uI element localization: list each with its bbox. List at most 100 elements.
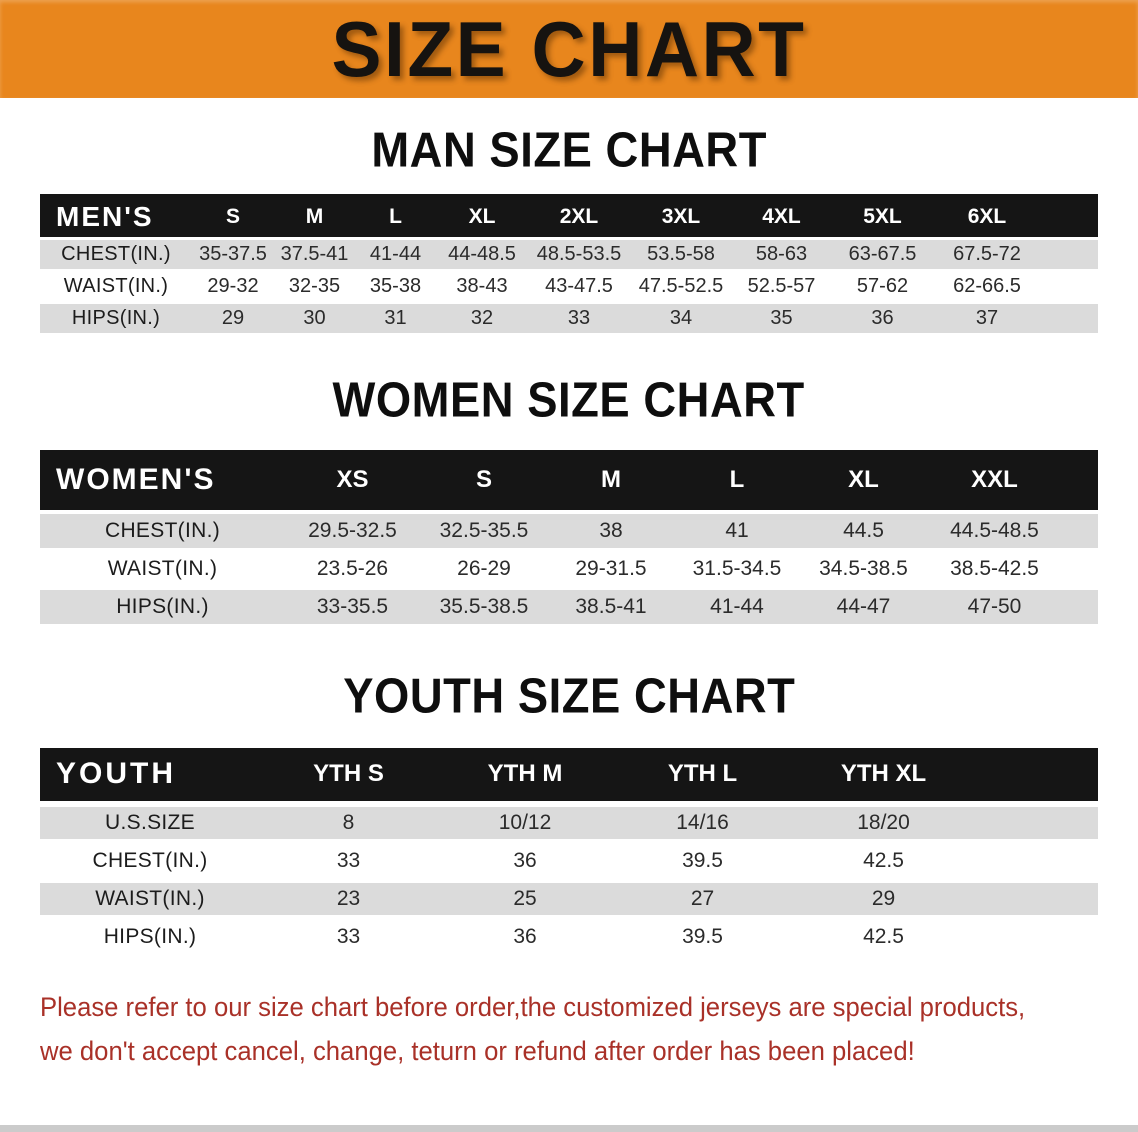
table-row: WAIST(IN.) 23 25 27 29 xyxy=(40,879,1098,921)
filler-cell xyxy=(1062,449,1098,514)
value-cell: 41-44 xyxy=(355,238,436,272)
value-cell: 35-38 xyxy=(355,270,436,304)
value-cell: 30 xyxy=(274,302,355,336)
men-col-header: 6XL xyxy=(934,195,1040,240)
filler-cell xyxy=(1040,238,1098,272)
row-label: CHEST(IN.) xyxy=(40,841,260,883)
youth-col-header: YTH XL xyxy=(792,747,975,807)
row-label: HIPS(IN.) xyxy=(40,302,192,336)
value-cell: 33 xyxy=(260,841,437,883)
women-col-header: L xyxy=(674,449,800,514)
youth-section: YOUTH SIZE CHART YOUTH YTH S YTH M YTH L… xyxy=(0,667,1138,959)
value-cell: 33-35.5 xyxy=(285,587,420,628)
men-col-header: 4XL xyxy=(732,195,831,240)
value-cell: 29 xyxy=(192,302,274,336)
men-col-header: M xyxy=(274,195,355,240)
value-cell: 47.5-52.5 xyxy=(630,270,732,304)
men-section-heading: MAN SIZE CHART xyxy=(0,122,1138,177)
table-row: WAIST(IN.) 23.5-26 26-29 29-31.5 31.5-34… xyxy=(40,549,1098,590)
row-label: U.S.SIZE xyxy=(40,803,260,845)
women-section-heading-text: WOMEN SIZE CHART xyxy=(332,371,806,427)
youth-section-heading: YOUTH SIZE CHART xyxy=(0,667,1138,722)
filler-cell xyxy=(1040,195,1098,240)
value-cell: 26-29 xyxy=(420,549,548,590)
youth-group-label: YOUTH xyxy=(40,747,260,807)
women-col-header: XL xyxy=(800,449,927,514)
footer-line-2: we don't accept cancel, change, teturn o… xyxy=(40,1035,915,1066)
men-col-header: 5XL xyxy=(831,195,934,240)
row-label: HIPS(IN.) xyxy=(40,587,285,628)
value-cell: 10/12 xyxy=(437,803,613,845)
value-cell: 37.5-41 xyxy=(274,238,355,272)
value-cell: 32 xyxy=(436,302,528,336)
men-col-header: S xyxy=(192,195,274,240)
footer-line-1: Please refer to our size chart before or… xyxy=(40,991,1026,1022)
women-size-table: WOMEN'S XS S M L XL XXL CHEST(IN.) 29.5-… xyxy=(40,449,1098,628)
women-col-header: S xyxy=(420,449,548,514)
bottom-strip xyxy=(0,1125,1138,1132)
value-cell: 44.5 xyxy=(800,511,927,552)
filler-cell xyxy=(1062,511,1098,552)
women-group-label: WOMEN'S xyxy=(40,449,285,514)
value-cell: 38.5-42.5 xyxy=(927,549,1062,590)
value-cell: 33 xyxy=(528,302,630,336)
value-cell: 29-32 xyxy=(192,270,274,304)
table-row: HIPS(IN.) 33-35.5 35.5-38.5 38.5-41 41-4… xyxy=(40,587,1098,628)
filler-cell xyxy=(1062,587,1098,628)
youth-header-row: YOUTH YTH S YTH M YTH L YTH XL xyxy=(40,747,1098,807)
value-cell: 62-66.5 xyxy=(934,270,1040,304)
row-label: CHEST(IN.) xyxy=(40,511,285,552)
value-cell: 23 xyxy=(260,879,437,921)
value-cell: 32.5-35.5 xyxy=(420,511,548,552)
value-cell: 29-31.5 xyxy=(548,549,674,590)
table-row: CHEST(IN.) 35-37.5 37.5-41 41-44 44-48.5… xyxy=(40,238,1098,272)
youth-section-heading-text: YOUTH SIZE CHART xyxy=(342,667,796,723)
youth-size-table: YOUTH YTH S YTH M YTH L YTH XL U.S.SIZE … xyxy=(40,747,1098,959)
value-cell: 39.5 xyxy=(613,841,792,883)
row-label: WAIST(IN.) xyxy=(40,270,192,304)
value-cell: 41-44 xyxy=(674,587,800,628)
men-col-header: L xyxy=(355,195,436,240)
table-row: HIPS(IN.) 33 36 39.5 42.5 xyxy=(40,917,1098,959)
value-cell: 48.5-53.5 xyxy=(528,238,630,272)
value-cell: 63-67.5 xyxy=(831,238,934,272)
banner: SIZE CHART xyxy=(0,0,1138,98)
value-cell: 23.5-26 xyxy=(285,549,420,590)
filler-cell xyxy=(975,747,1098,807)
table-row: HIPS(IN.) 29 30 31 32 33 34 35 36 37 xyxy=(40,302,1098,336)
table-row: CHEST(IN.) 29.5-32.5 32.5-35.5 38 41 44.… xyxy=(40,511,1098,552)
value-cell: 14/16 xyxy=(613,803,792,845)
value-cell: 47-50 xyxy=(927,587,1062,628)
value-cell: 35-37.5 xyxy=(192,238,274,272)
value-cell: 8 xyxy=(260,803,437,845)
value-cell: 29.5-32.5 xyxy=(285,511,420,552)
row-label: HIPS(IN.) xyxy=(40,917,260,959)
value-cell: 39.5 xyxy=(613,917,792,959)
men-col-header: 3XL xyxy=(630,195,732,240)
table-row: WAIST(IN.) 29-32 32-35 35-38 38-43 43-47… xyxy=(40,270,1098,304)
footer-note: Please refer to our size chart before or… xyxy=(40,985,1138,1073)
women-header-row: WOMEN'S XS S M L XL XXL xyxy=(40,449,1098,514)
value-cell: 43-47.5 xyxy=(528,270,630,304)
men-col-header: 2XL xyxy=(528,195,630,240)
value-cell: 36 xyxy=(437,917,613,959)
women-col-header: M xyxy=(548,449,674,514)
page-title: SIZE CHART xyxy=(331,5,807,93)
filler-cell xyxy=(1040,302,1098,336)
value-cell: 37 xyxy=(934,302,1040,336)
value-cell: 36 xyxy=(831,302,934,336)
value-cell: 35.5-38.5 xyxy=(420,587,548,628)
filler-cell xyxy=(975,841,1098,883)
value-cell: 41 xyxy=(674,511,800,552)
women-section-heading: WOMEN SIZE CHART xyxy=(0,371,1138,426)
value-cell: 31 xyxy=(355,302,436,336)
value-cell: 29 xyxy=(792,879,975,921)
row-label: WAIST(IN.) xyxy=(40,549,285,590)
value-cell: 58-63 xyxy=(732,238,831,272)
value-cell: 57-62 xyxy=(831,270,934,304)
youth-col-header: YTH L xyxy=(613,747,792,807)
value-cell: 31.5-34.5 xyxy=(674,549,800,590)
value-cell: 18/20 xyxy=(792,803,975,845)
table-row: CHEST(IN.) 33 36 39.5 42.5 xyxy=(40,841,1098,883)
